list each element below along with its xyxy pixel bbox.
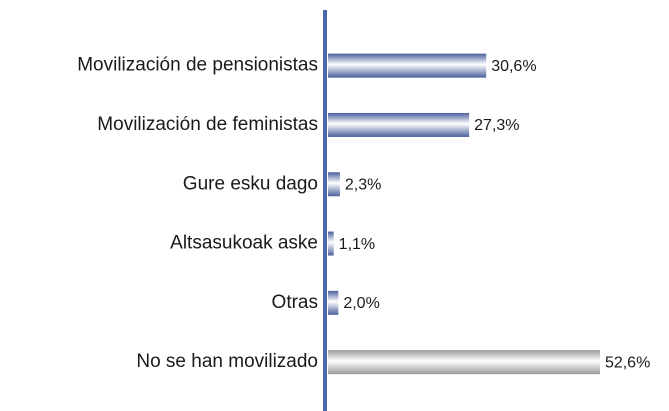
value-label: 27,3%: [474, 117, 519, 134]
value-label: 52,6%: [605, 354, 650, 371]
category-label: Movilización de feministas: [97, 114, 318, 135]
bar: [328, 290, 339, 315]
bar: [328, 350, 600, 375]
bar: [328, 112, 470, 137]
bar: [328, 231, 334, 256]
bar: [328, 172, 340, 197]
value-label: 30,6%: [491, 58, 536, 75]
category-label: Movilización de pensionistas: [77, 55, 318, 76]
value-label: 1,1%: [339, 236, 375, 253]
category-label: No se han movilizado: [136, 351, 318, 372]
value-label: 2,0%: [343, 295, 379, 312]
bar: [328, 53, 487, 78]
category-label: Gure esku dago: [183, 173, 318, 194]
category-label: Otras: [272, 292, 318, 313]
value-label: 2,3%: [345, 176, 381, 193]
category-label: Altsasukoak aske: [170, 233, 318, 254]
